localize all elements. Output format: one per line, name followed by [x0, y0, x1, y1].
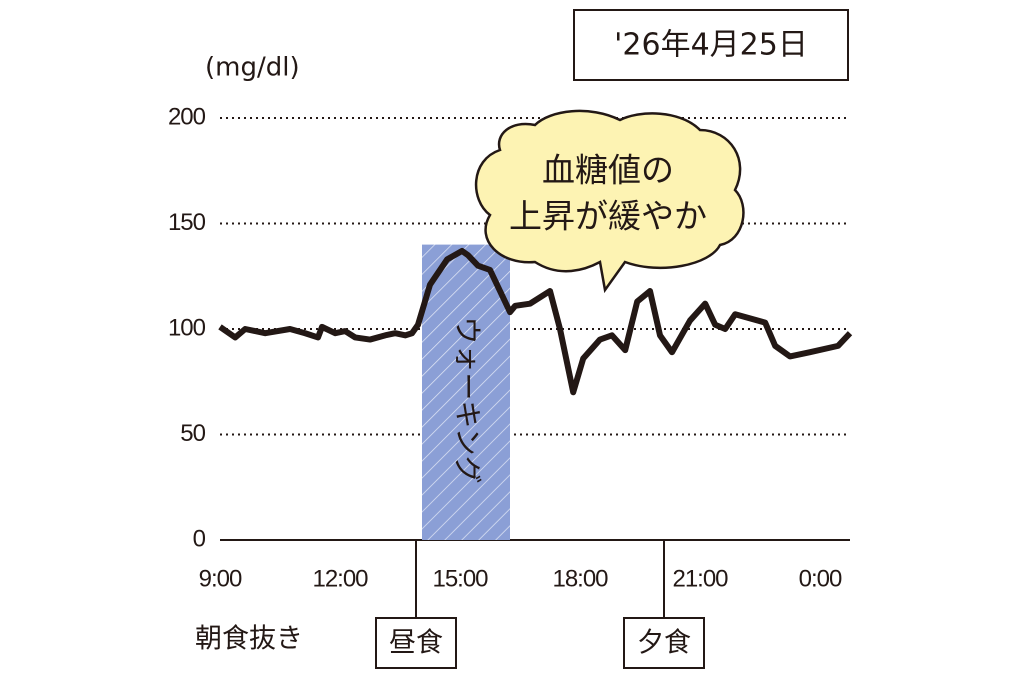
y-tick-label: 0	[193, 525, 206, 552]
unit-label: (mg/dl)	[205, 53, 300, 83]
meal-box	[375, 617, 457, 669]
glucose-line	[218, 247, 853, 396]
y-tick-label: 50	[180, 420, 205, 447]
x-tick-label: 21:00	[672, 565, 728, 592]
callout-text: 血糖値の	[542, 151, 674, 190]
y-tick-label: 200	[168, 103, 206, 130]
x-tick-label: 18:00	[552, 565, 608, 592]
callout-bubble	[474, 109, 745, 294]
walking-label: ウォーキング	[451, 316, 484, 483]
breakfast-note: 朝食抜き	[195, 624, 303, 655]
meal-label: 夕食	[637, 628, 691, 659]
meal-box	[623, 617, 705, 669]
x-tick-label: 9:00	[199, 565, 242, 592]
callout-text: 上昇が緩やか	[509, 197, 707, 236]
x-tick-label: 12:00	[312, 565, 368, 592]
x-tick-label: 0:00	[799, 565, 842, 592]
y-tick-label: 150	[168, 209, 206, 236]
date: '26年4月25日	[614, 28, 808, 63]
meal-label: 昼食	[389, 628, 443, 659]
walking-span	[422, 244, 510, 540]
x-tick-label: 15:00	[432, 565, 488, 592]
date-box	[573, 9, 849, 81]
y-tick-label: 100	[168, 314, 206, 341]
